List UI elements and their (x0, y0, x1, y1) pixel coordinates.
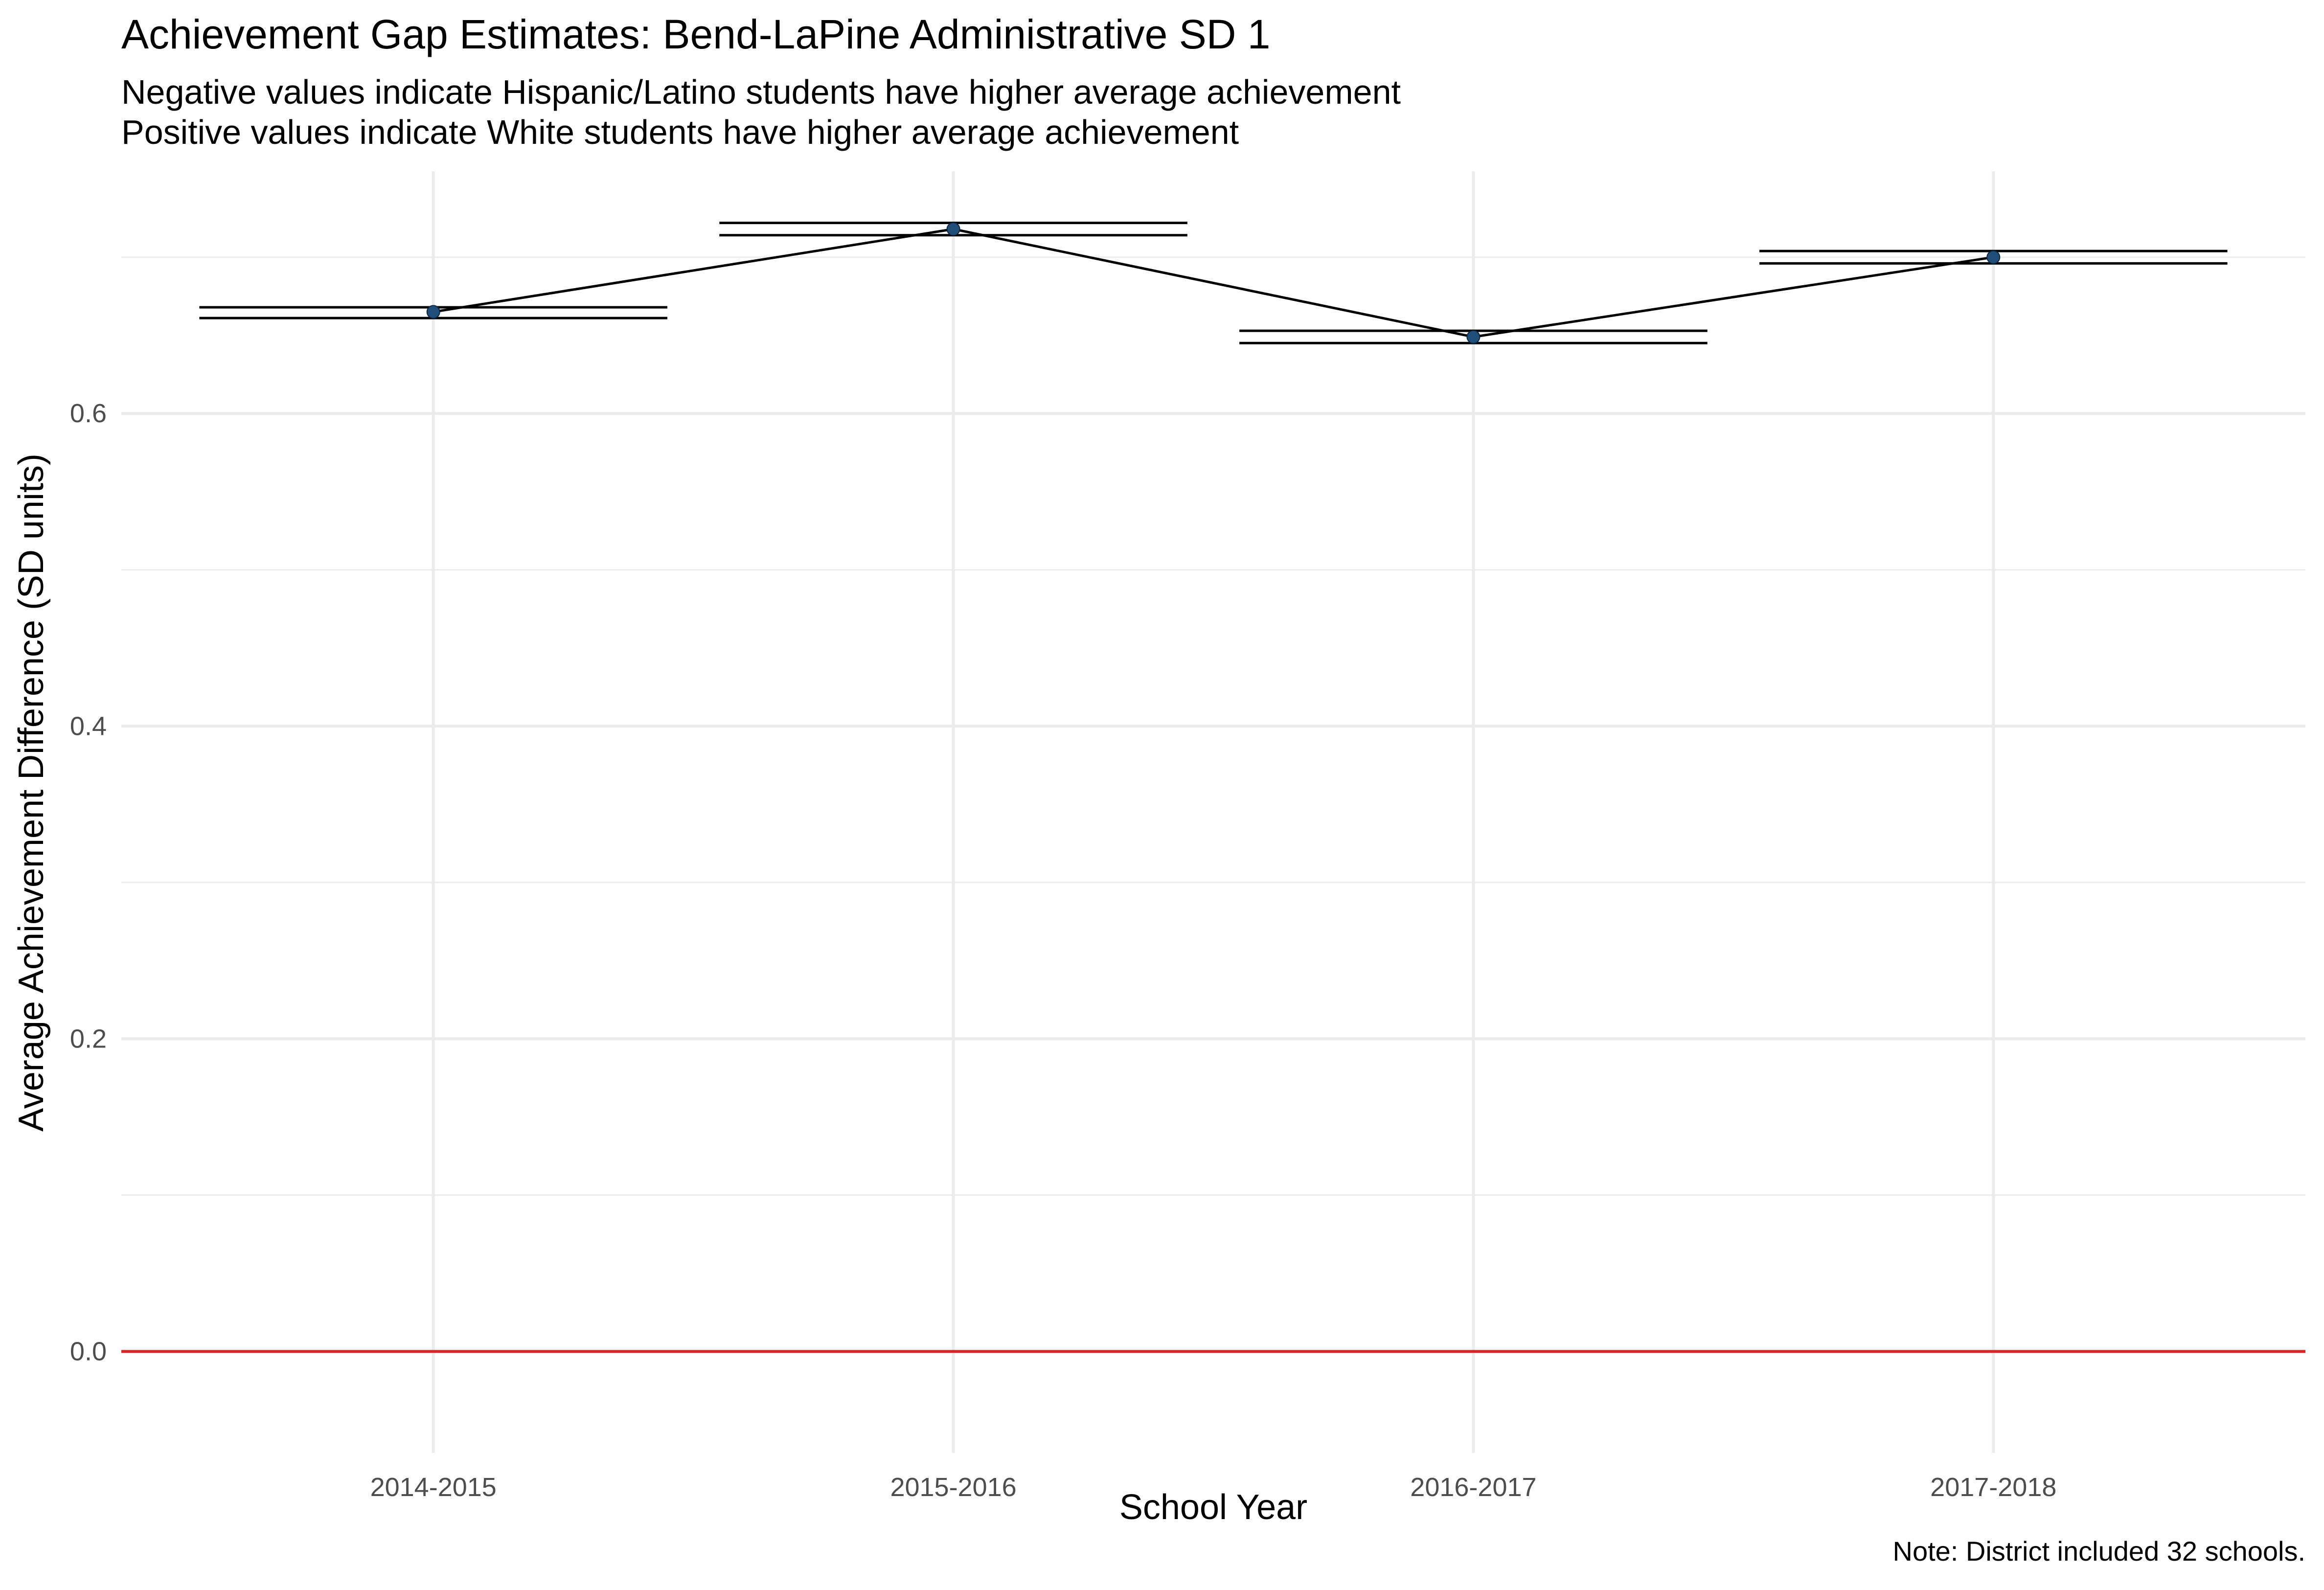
data-point (1466, 330, 1481, 344)
x-tick-label: 2016-2017 (1410, 1473, 1536, 1502)
x-tick-label: 2014-2015 (370, 1473, 497, 1502)
y-tick-label: 0.2 (70, 1024, 107, 1053)
chart-subtitle-line-1: Negative values indicate Hispanic/Latino… (121, 73, 1401, 111)
data-point (426, 305, 440, 319)
grid-layer (121, 171, 2305, 1453)
x-tick-label: 2017-2018 (1930, 1473, 2056, 1502)
y-tick-label: 0.0 (70, 1337, 107, 1366)
y-axis-label: Average Achievement Difference (SD units… (12, 454, 51, 1132)
x-axis-label: School Year (1119, 1488, 1307, 1527)
series-line (433, 227, 1994, 339)
y-tick-label: 0.4 (70, 711, 107, 741)
chart-title: Achievement Gap Estimates: Bend-LaPine A… (121, 11, 1271, 57)
data-point (946, 222, 960, 236)
x-tick-label: 2015-2016 (890, 1473, 1016, 1502)
series-line-layer (433, 227, 1994, 339)
chart-subtitle-line-2: Positive values indicate White students … (121, 113, 1239, 151)
data-point (1986, 250, 2001, 264)
tick-label-layer: 0.0 0.2 0.4 0.6 2014-2015 2015-2016 2016-2017 2… (70, 399, 2056, 1502)
y-tick-label: 0.6 (70, 399, 107, 428)
chart-caption: Note: District included 32 schools. (1892, 1536, 2306, 1567)
data-point-layer (426, 222, 2001, 344)
